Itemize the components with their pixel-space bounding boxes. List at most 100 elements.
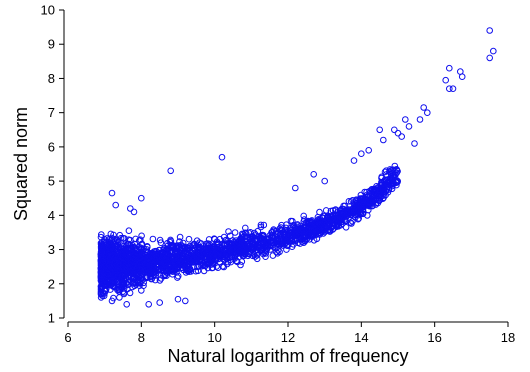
- data-point: [305, 221, 312, 228]
- data-point: [358, 198, 366, 206]
- data-point: [376, 126, 384, 134]
- data-point: [208, 264, 216, 272]
- data-point: [382, 167, 390, 174]
- data-point: [380, 194, 387, 201]
- data-point: [108, 297, 116, 305]
- data-point: [223, 260, 231, 268]
- data-point: [118, 265, 126, 273]
- data-point: [128, 244, 135, 252]
- x-tick-label: 10: [207, 330, 221, 345]
- data-point: [171, 264, 179, 272]
- data-point: [325, 226, 333, 233]
- data-point: [148, 266, 155, 273]
- data-point: [229, 252, 236, 260]
- data-point: [114, 239, 122, 246]
- data-point: [296, 240, 304, 247]
- data-point: [327, 207, 335, 215]
- data-point: [160, 259, 168, 266]
- x-axis-ticks: 6 8 10 12 14 16 18: [64, 322, 515, 345]
- data-point: [490, 47, 497, 55]
- data-point: [257, 221, 265, 229]
- data-point: [354, 215, 362, 223]
- data-point: [168, 255, 175, 262]
- data-point: [326, 214, 333, 222]
- data-point: [321, 177, 329, 185]
- data-point: [387, 170, 395, 177]
- data-point: [207, 261, 215, 268]
- data-point: [310, 237, 318, 244]
- data-point: [257, 223, 265, 231]
- data-point: [162, 252, 169, 260]
- data-point: [394, 129, 402, 137]
- data-point: [322, 207, 330, 214]
- data-point: [238, 258, 246, 265]
- data-point: [145, 301, 152, 308]
- data-point: [216, 235, 224, 243]
- data-point: [98, 271, 105, 279]
- data-point: [119, 259, 127, 267]
- data-points: [97, 27, 497, 308]
- data-point: [262, 240, 269, 247]
- data-point: [420, 104, 428, 111]
- data-point: [402, 116, 409, 123]
- data-point: [154, 250, 161, 257]
- data-point: [316, 229, 324, 236]
- data-point: [300, 233, 307, 240]
- data-point: [190, 263, 198, 271]
- data-point: [235, 238, 242, 246]
- data-point: [292, 184, 299, 192]
- data-point: [226, 240, 233, 247]
- data-point: [174, 256, 181, 264]
- data-point: [182, 259, 189, 267]
- data-point: [174, 295, 182, 303]
- data-point: [236, 239, 243, 247]
- y-axis-ticks: 1 2 3 4 5 6 7 8 9 10: [41, 3, 64, 326]
- data-point: [380, 183, 388, 190]
- data-point: [359, 206, 367, 213]
- data-point: [201, 246, 209, 254]
- data-point: [389, 182, 396, 190]
- data-point: [172, 244, 180, 252]
- data-point: [259, 231, 266, 239]
- data-point: [108, 281, 116, 288]
- data-point: [287, 233, 295, 240]
- data-point: [152, 251, 160, 259]
- data-point: [411, 140, 418, 147]
- data-point: [341, 216, 348, 223]
- data-point: [300, 239, 308, 246]
- x-tick-label: 12: [281, 330, 295, 345]
- data-point: [123, 301, 130, 308]
- data-point: [99, 258, 107, 265]
- data-point: [141, 261, 149, 268]
- data-point: [398, 133, 406, 140]
- data-point: [108, 189, 116, 197]
- data-point: [167, 236, 174, 244]
- data-point: [165, 263, 172, 271]
- data-point: [294, 227, 301, 234]
- data-point: [122, 259, 130, 267]
- data-point: [192, 267, 200, 275]
- data-point: [136, 237, 143, 244]
- data-point: [310, 171, 318, 178]
- data-point: [182, 297, 189, 305]
- data-point: [173, 258, 180, 265]
- x-tick-label: 16: [427, 330, 441, 345]
- data-point: [136, 282, 143, 290]
- data-point: [127, 205, 134, 212]
- data-point: [214, 253, 222, 260]
- data-point: [274, 250, 281, 257]
- data-point: [279, 242, 287, 249]
- data-point: [416, 116, 424, 123]
- data-point: [311, 225, 318, 233]
- y-tick-label: 8: [48, 71, 55, 86]
- y-tick-label: 2: [48, 276, 55, 291]
- data-point: [278, 221, 285, 229]
- data-point: [289, 224, 297, 231]
- x-tick-label: 8: [138, 330, 145, 345]
- data-point: [340, 202, 347, 210]
- data-point: [333, 215, 341, 223]
- data-point: [205, 252, 213, 260]
- data-point: [259, 244, 267, 252]
- data-point: [112, 259, 119, 266]
